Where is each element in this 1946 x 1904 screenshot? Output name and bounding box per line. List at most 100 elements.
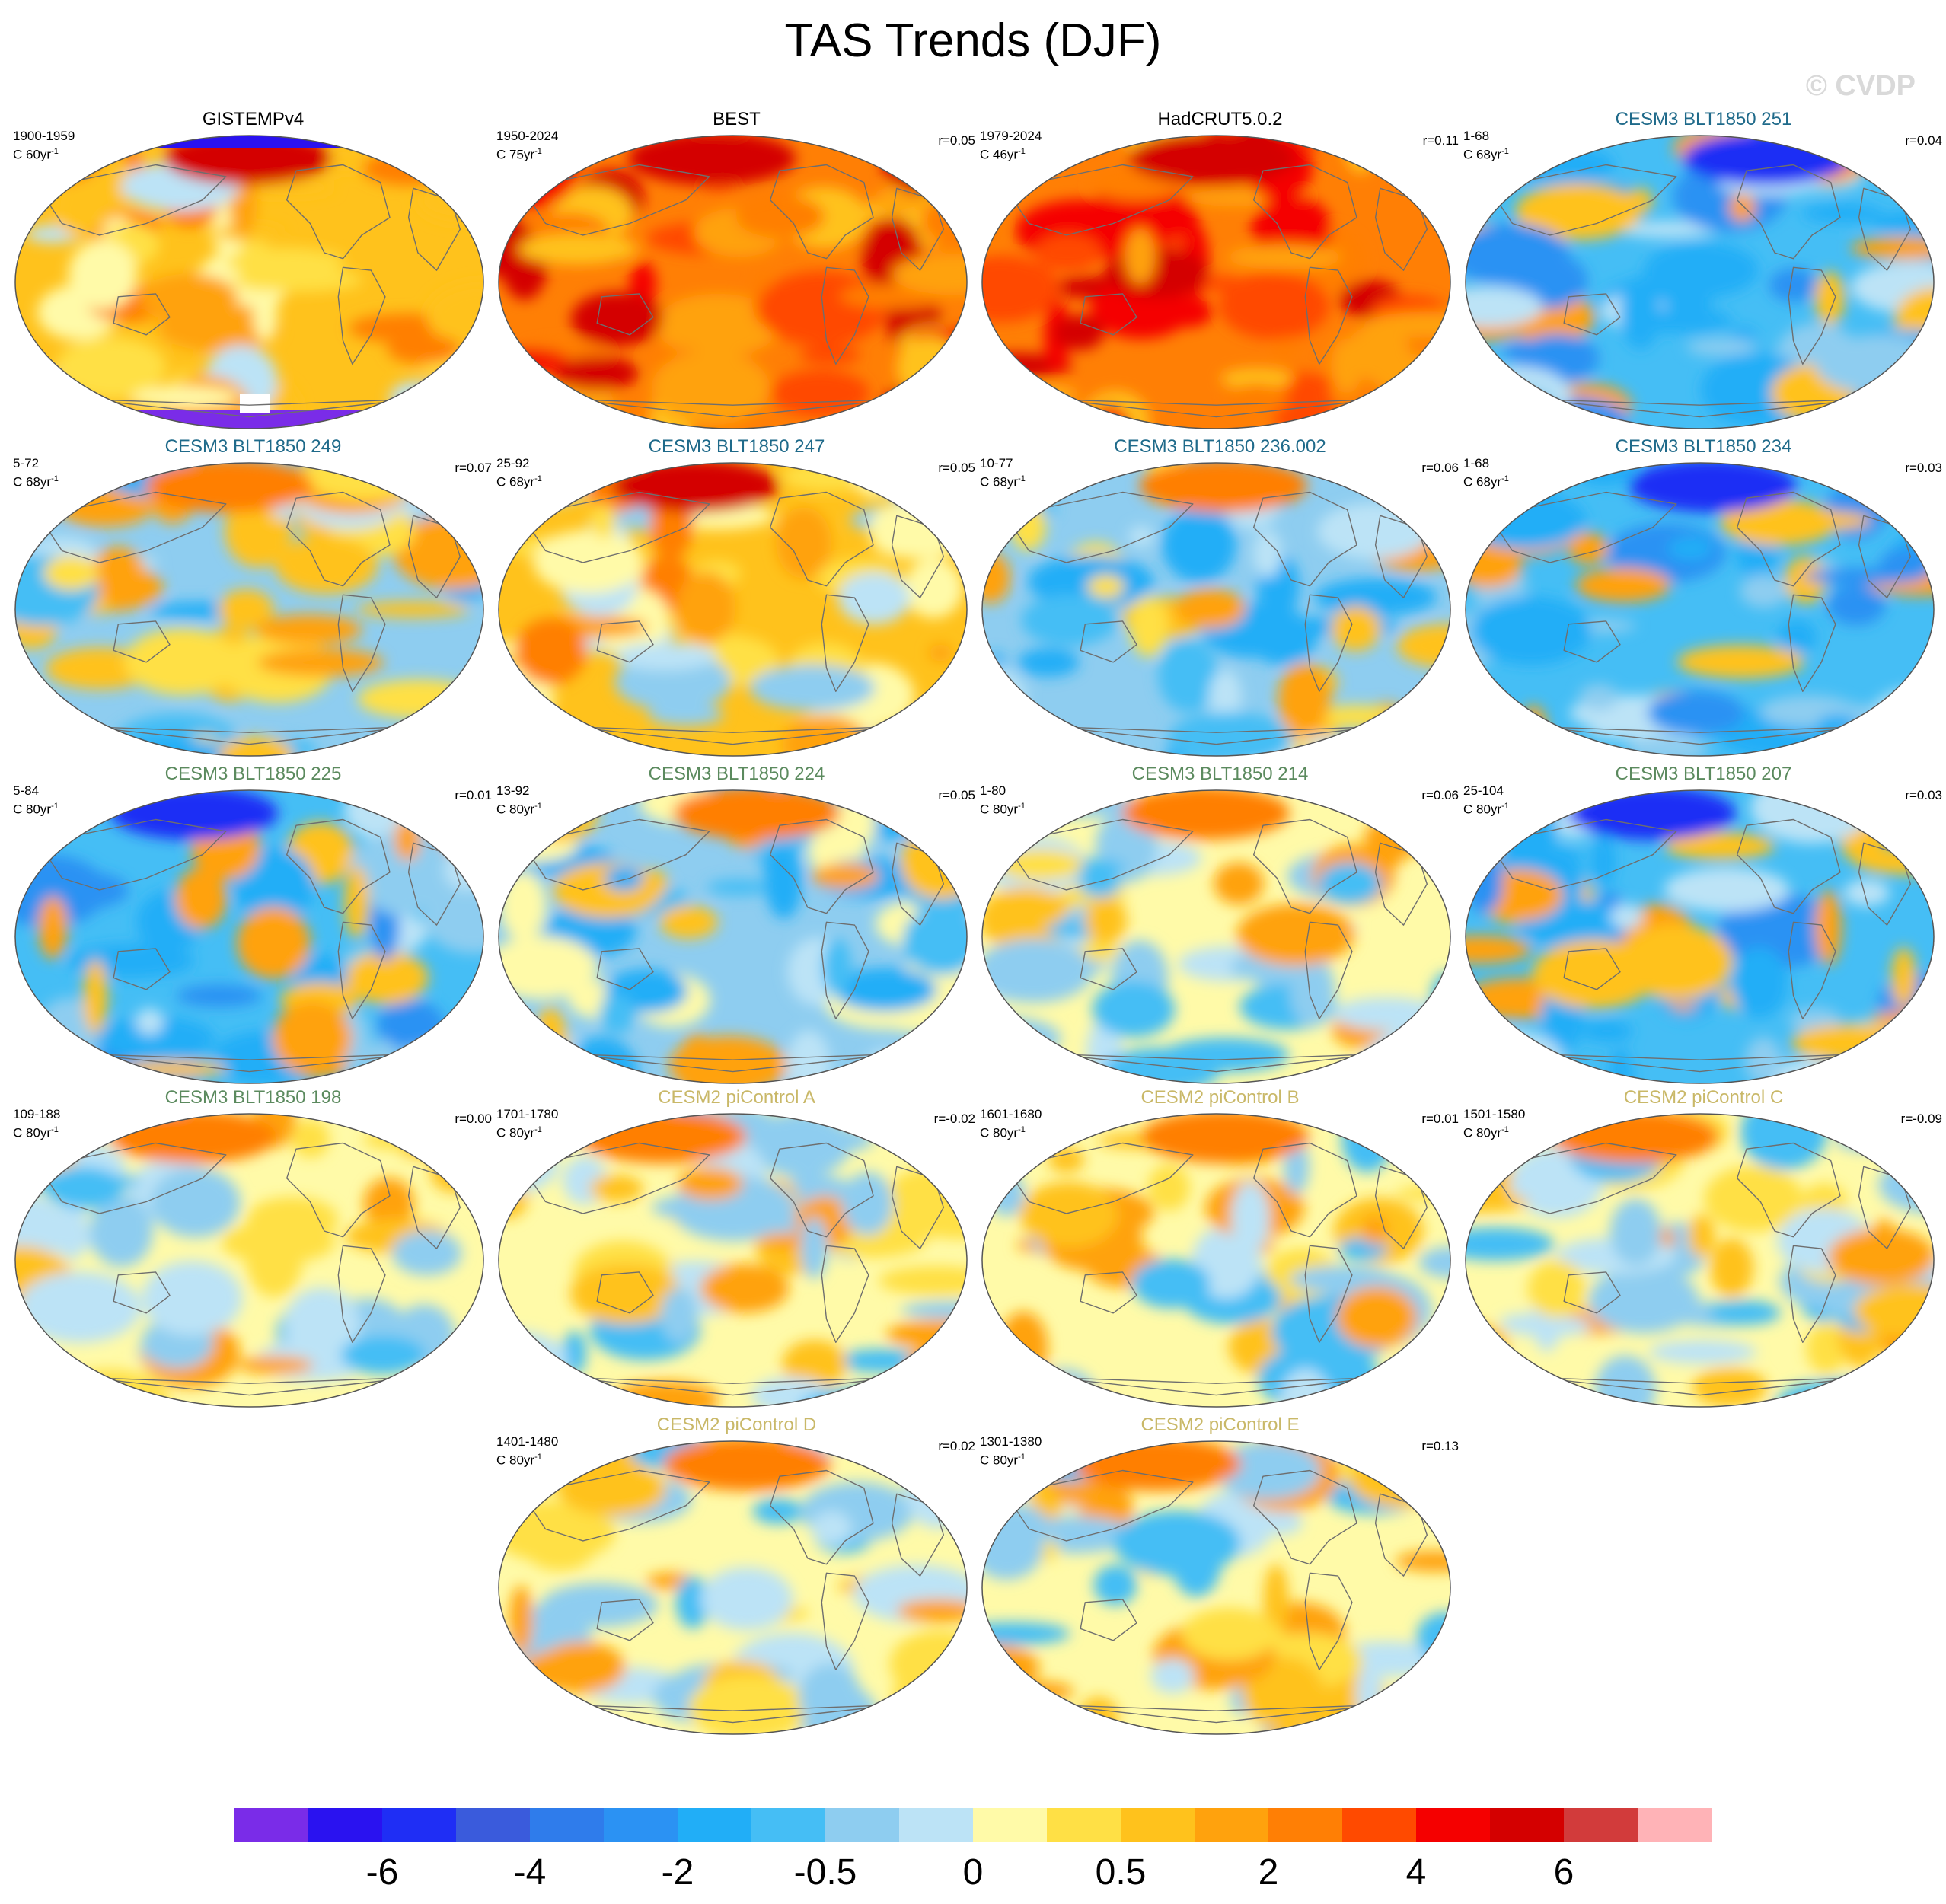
map-outline — [1465, 135, 1935, 429]
coastline — [1253, 818, 1357, 914]
trend-anomaly-patch — [15, 1194, 69, 1265]
map-ellipse — [1465, 135, 1935, 429]
trend-anomaly-patch — [1817, 714, 1859, 735]
arctic-anomaly-patch — [1568, 790, 1736, 840]
panel-units-exponent: -1 — [1018, 147, 1026, 156]
panel-title: CESM2 piControl E — [1140, 1414, 1300, 1435]
panel-units-exponent: -1 — [534, 1125, 542, 1134]
map-panel: CESM3 BLT1850 214 1-80 C 80yr-1 r=0.06 — [978, 764, 1462, 1084]
coastline — [596, 620, 654, 663]
trend-anomaly-patch — [426, 281, 483, 349]
trend-anomaly-patch — [570, 292, 663, 346]
panel-correlation: r=0.05 — [938, 461, 975, 475]
trend-anomaly-patch — [1850, 260, 1934, 314]
trend-anomaly-patch — [946, 1441, 967, 1468]
trend-anomaly-patch — [1466, 463, 1505, 520]
trend-anomaly-patch — [1364, 311, 1450, 338]
trend-anomaly-patch — [257, 648, 384, 677]
trend-anomaly-patch — [1485, 790, 1517, 826]
panel-period: 25-92 — [496, 456, 530, 470]
panel-units-exponent: -1 — [1018, 474, 1026, 483]
trend-anomaly-patch — [1778, 620, 1817, 655]
coastline — [1488, 164, 1677, 236]
trend-anomaly-patch — [589, 1175, 643, 1202]
coastline — [1304, 1245, 1353, 1343]
trend-anomaly-patch — [1609, 1198, 1661, 1266]
coastline — [1788, 921, 1836, 1019]
trend-anomaly-patch — [1515, 183, 1641, 241]
trend-anomaly-patch — [499, 1114, 538, 1153]
trend-anomaly-patch — [1532, 939, 1657, 1009]
panel-correlation: r=0.03 — [1905, 788, 1942, 802]
coastline — [1005, 491, 1194, 563]
panel-period: 5-72 — [13, 456, 40, 470]
trend-anomaly-patch — [255, 614, 362, 646]
trend-anomaly-patch — [1048, 1147, 1085, 1173]
trend-anomaly-patch — [1891, 947, 1916, 1008]
panel-units: C 80yr-1 — [496, 1122, 542, 1141]
colorbar-swatch — [1490, 1808, 1564, 1842]
trend-anomaly-patch — [690, 304, 747, 352]
trend-anomaly-patch — [1093, 1564, 1137, 1606]
trend-anomaly-patch — [1162, 296, 1213, 327]
panel-period: 1-68 — [1463, 456, 1490, 470]
map-ellipse — [14, 789, 484, 1084]
panel-correlation: r=0.02 — [938, 1439, 975, 1453]
colorbar: -6 -4 -2 -0.5 0 0.5 2 4 6 — [234, 1808, 1712, 1892]
panel-units-exponent: -1 — [534, 147, 542, 156]
trend-anomaly-patch — [1054, 314, 1105, 350]
trend-anomaly-patch — [1230, 1182, 1271, 1255]
cvdp-watermark: © CVDP — [1805, 70, 1916, 102]
trend-anomaly-patch — [834, 1348, 931, 1373]
panel-units: C 68yr-1 — [496, 471, 542, 490]
trend-anomaly-patch — [1214, 863, 1265, 905]
coastline — [1788, 266, 1836, 365]
panel-period: 1601-1680 — [980, 1107, 1042, 1121]
coastline — [522, 491, 710, 563]
trend-anomaly-patch — [675, 1576, 710, 1629]
trend-anomaly-patch — [1092, 981, 1176, 1038]
trend-anomaly-patch — [553, 863, 662, 919]
trend-anomaly-patch — [1416, 136, 1450, 187]
coastline — [113, 1271, 171, 1314]
coastline — [113, 948, 171, 990]
arctic-anomaly-patch — [145, 463, 313, 512]
trend-anomaly-patch — [1668, 536, 1713, 561]
colorbar-swatch — [308, 1808, 382, 1842]
trend-anomaly-patch — [1815, 890, 1842, 965]
panel-units: C 68yr-1 — [1463, 471, 1509, 490]
panel-units-text: C 80yr — [980, 802, 1019, 817]
trend-anomaly-patch — [136, 1008, 164, 1035]
trend-anomaly-patch — [841, 1172, 894, 1236]
map-panel: HadCRUT5.0.2 1979-2024 C 46yr-1 r=0.11 — [978, 109, 1462, 429]
map-panel: BEST 1950-2024 C 75yr-1 r=0.05 — [495, 109, 978, 429]
map-outline — [981, 135, 1451, 429]
trend-anomaly-patch — [1664, 867, 1790, 912]
trend-anomaly-patch — [89, 1194, 154, 1268]
panel-units: C 80yr-1 — [1463, 799, 1509, 818]
panel-units: C 80yr-1 — [980, 799, 1026, 818]
trend-anomaly-patch — [365, 1040, 400, 1083]
trend-anomaly-patch — [18, 1271, 142, 1343]
trend-anomaly-patch — [1730, 947, 1788, 1018]
trend-anomaly-patch — [247, 1197, 338, 1242]
trend-anomaly-patch — [776, 507, 831, 579]
trend-anomaly-patch — [1084, 898, 1128, 944]
map-panel: CESM2 piControl B 1601-1680 C 80yr-1 r=0.01 — [978, 1087, 1462, 1408]
trend-anomaly-patch — [752, 1498, 803, 1524]
trend-anomaly-patch — [518, 233, 638, 265]
panel-period: 5-84 — [13, 783, 40, 798]
trend-anomaly-patch — [1220, 368, 1294, 389]
colorbar-tick-label: 6 — [1554, 1852, 1574, 1892]
arctic-anomaly-patch — [1629, 463, 1797, 512]
trend-anomaly-patch — [53, 180, 108, 237]
panel-units: C 80yr-1 — [1463, 1122, 1509, 1141]
trend-anomaly-patch — [1263, 1564, 1289, 1638]
trend-anomaly-patch — [907, 1347, 943, 1382]
trend-anomaly-patch — [700, 1264, 790, 1313]
map-panel: CESM3 BLT1850 198 109-188 C 80yr-1 r=0.00 — [11, 1087, 495, 1408]
panel-title: CESM2 piControl A — [658, 1087, 815, 1108]
coastline — [1253, 1469, 1357, 1565]
panel-units-text: C 80yr — [1463, 1125, 1502, 1140]
panel-correlation: r=0.05 — [938, 788, 975, 802]
